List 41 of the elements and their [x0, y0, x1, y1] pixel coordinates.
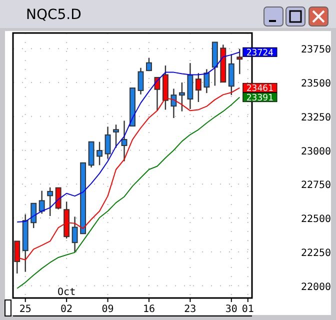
candlestick — [138, 67, 144, 96]
candlestick — [72, 216, 78, 254]
annotation: Oct — [58, 287, 76, 298]
y-tick-label: 23000 — [300, 146, 332, 158]
y-tick-label: 23750 — [300, 44, 332, 56]
candlestick — [113, 124, 119, 148]
data-label: 23461 — [246, 84, 274, 94]
candlestick — [195, 72, 202, 103]
data-label: 23724 — [246, 48, 274, 58]
data-label: 23391 — [246, 93, 274, 104]
line-series — [16, 52, 240, 222]
line-series — [16, 96, 240, 289]
y-tick-label: 23500 — [300, 78, 332, 90]
chart-title: NQC5.D — [26, 7, 82, 23]
candlestick — [96, 141, 103, 166]
candlestick — [30, 202, 37, 229]
y-tick-label: 22750 — [300, 180, 332, 192]
candlestick — [104, 126, 111, 160]
candlestick — [187, 62, 194, 110]
y-tick-label: 22500 — [300, 214, 332, 226]
candlestick — [55, 187, 62, 210]
y-tick-label: 23250 — [300, 112, 332, 124]
candlestick — [88, 141, 94, 168]
candlestick — [121, 120, 128, 162]
candlestick — [146, 57, 152, 72]
x-tick-label: 16 — [142, 304, 156, 315]
candlestick — [170, 88, 177, 119]
y-tick-label: 22250 — [300, 248, 332, 259]
candlestick — [47, 186, 54, 217]
x-tick-label: 25 — [19, 304, 32, 315]
y-tick-label: 22000 — [300, 282, 332, 293]
x-tick-label: 30 — [225, 304, 238, 315]
x-tick-label: 02 — [60, 304, 73, 315]
candlestick — [38, 190, 45, 214]
x-tick-label: 23 — [184, 304, 196, 315]
candlestick — [236, 48, 243, 75]
candlestick — [228, 54, 234, 96]
x-tick-label: 09 — [102, 304, 114, 315]
candlestick — [178, 82, 185, 112]
x-tick-label: 01 — [242, 304, 254, 315]
candlestick — [204, 68, 210, 94]
